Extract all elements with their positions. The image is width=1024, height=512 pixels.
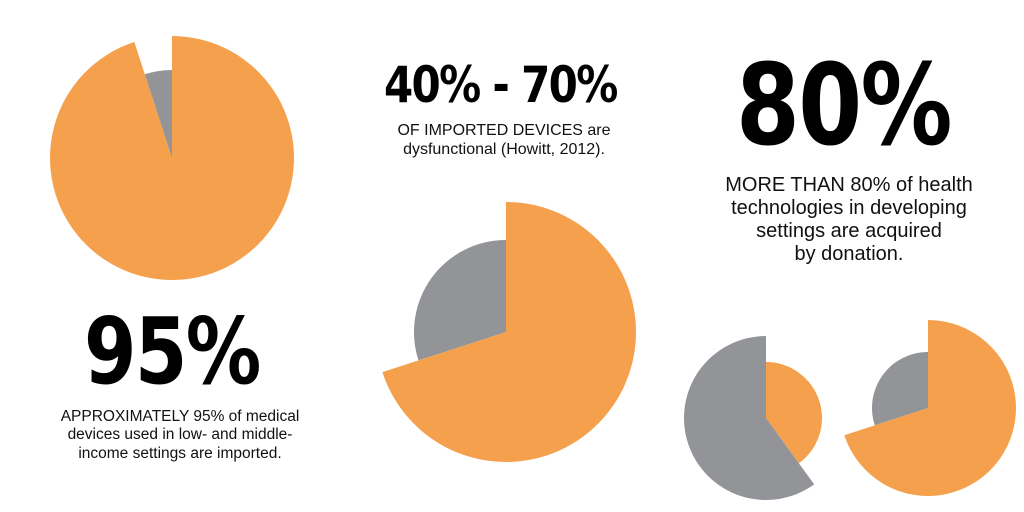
pie-slice-orange xyxy=(844,320,1017,497)
caption-line: dysfunctional (Howitt, 2012). xyxy=(403,140,605,158)
caption-line: MORE THAN 80% of health xyxy=(725,174,973,196)
stat-95-caption: APPROXIMATELY 95% of medical devices use… xyxy=(40,408,320,463)
caption-line: settings are acquired xyxy=(756,220,942,242)
pie-slice-orange xyxy=(382,202,636,462)
caption-line: APPROXIMATELY 95% of medical xyxy=(60,408,300,425)
stat-40-70-percent: 40% - 70% xyxy=(384,56,618,114)
pie-slice-gray xyxy=(684,336,815,501)
stat-80-caption: MORE THAN 80% of health technologies in … xyxy=(706,174,992,266)
pie-slice-orange xyxy=(766,362,822,464)
caption-line: devices used in low- and middle- xyxy=(67,426,293,444)
stat-40-70-caption: OF IMPORTED DEVICES are dysfunctional (H… xyxy=(374,122,634,160)
caption-line: income settings are imported. xyxy=(78,444,282,462)
caption-line: technologies in developing xyxy=(731,197,967,219)
pie-slice-gray xyxy=(872,352,928,426)
pie-slice-orange xyxy=(49,36,294,280)
stat-80-percent: 80% xyxy=(736,41,953,171)
caption-line: by donation. xyxy=(794,243,904,265)
caption-line: OF IMPORTED DEVICES are xyxy=(397,122,611,139)
pie-slice-gray xyxy=(413,240,506,361)
pie-slice-gray xyxy=(144,70,172,158)
stat-95-percent: 95% xyxy=(84,298,261,405)
